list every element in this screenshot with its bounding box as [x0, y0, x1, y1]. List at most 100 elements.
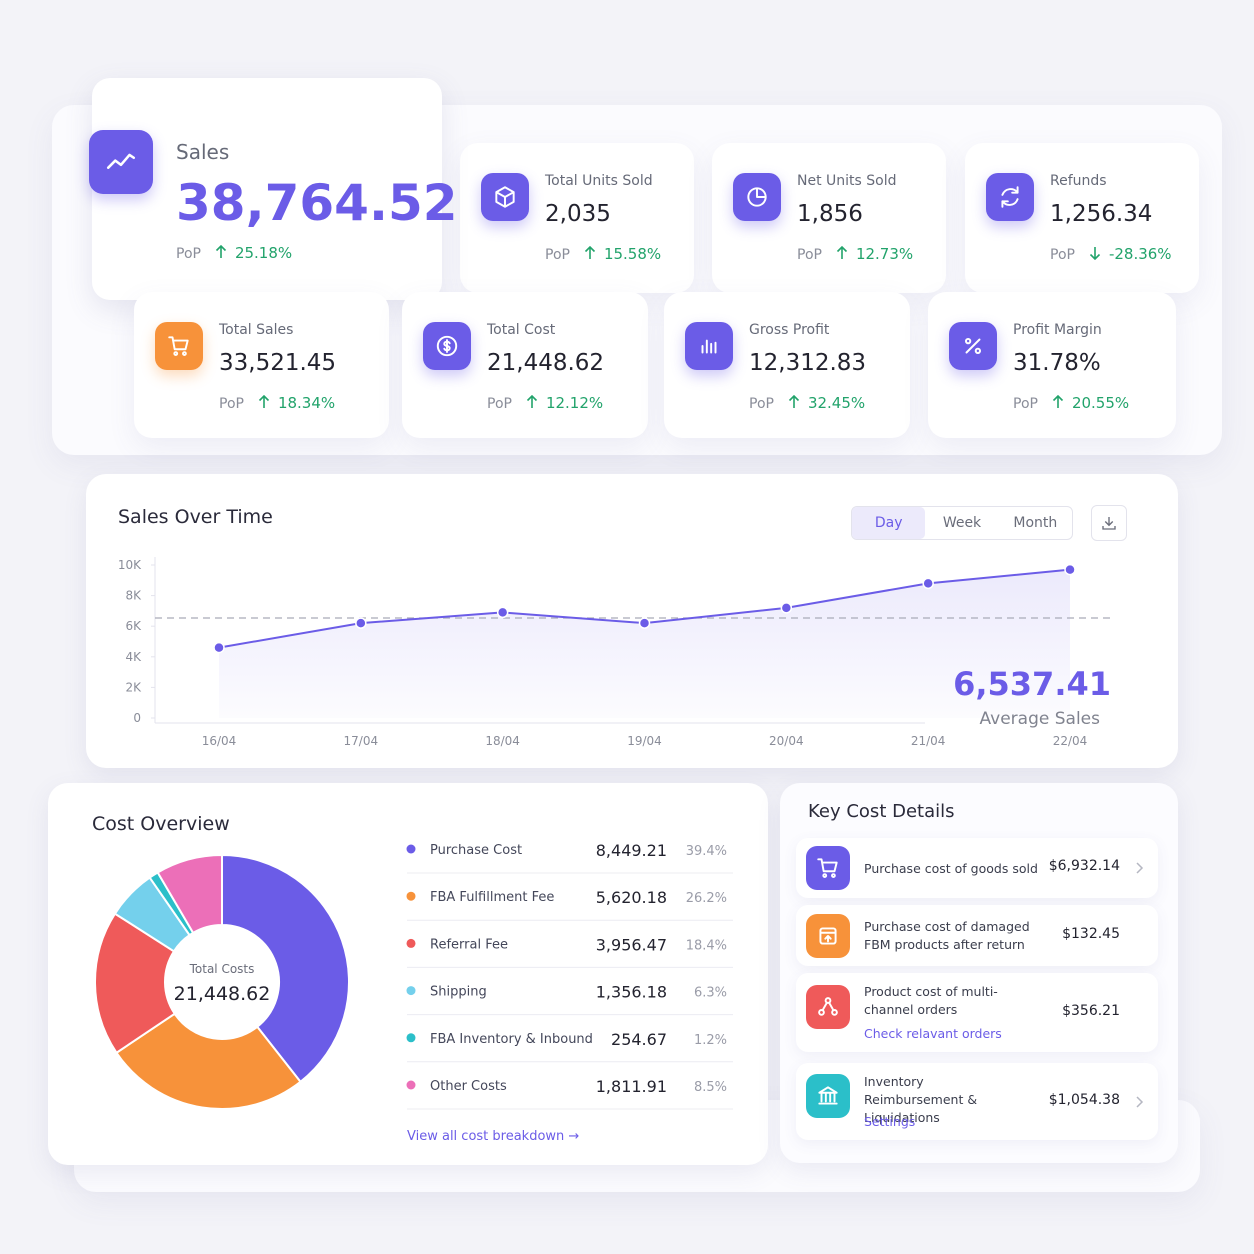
- cost-amount: $132.45: [1062, 925, 1120, 942]
- kpi-icon: [155, 322, 203, 370]
- pop-label: PoP: [176, 246, 201, 262]
- icon-glyph: [964, 337, 982, 355]
- kpi-label: Sales: [176, 140, 230, 164]
- pop-change: 12.12%: [545, 394, 604, 412]
- kpi-label: Gross Profit: [749, 322, 830, 338]
- kpi-card: Refunds 1,256.34 PoP -28.36%: [965, 143, 1199, 293]
- cost-row[interactable]: Purchase cost of damaged FBM products af…: [796, 905, 1158, 966]
- pop-label: PoP: [797, 247, 822, 263]
- kpi-pop-row: PoP 20.55%: [1013, 394, 1129, 412]
- download-glyph: [1102, 517, 1116, 530]
- kpi-card: Total Sales 33,521.45 PoP 18.34%: [134, 292, 389, 438]
- chart-title: Sales Over Time: [118, 506, 273, 528]
- pop-label: PoP: [219, 396, 244, 412]
- cost-label: Purchase cost of goods sold: [864, 861, 1038, 876]
- cost-icon: [806, 846, 850, 890]
- kpi-label: Total Units Sold: [545, 173, 653, 189]
- kpi-icon: [685, 322, 733, 370]
- pop-change: 12.73%: [855, 245, 914, 263]
- pop-change: 32.45%: [807, 394, 866, 412]
- icon-glyph: [495, 186, 515, 208]
- icon-glyph: [818, 996, 838, 1016]
- cost-row[interactable]: Product cost of multi-channel orders Chec…: [796, 973, 1158, 1052]
- trend-arrow: [788, 394, 800, 408]
- kpi-card: Total Units Sold 2,035 PoP 15.58%: [460, 143, 694, 293]
- cost-label: Inventory Reimbursement & Liquidations: [864, 1074, 978, 1125]
- trend-arrow: [258, 394, 270, 408]
- kpi-label: Refunds: [1050, 173, 1107, 189]
- trend-arrow: [836, 245, 848, 259]
- pop-label: PoP: [749, 396, 774, 412]
- kpi-pop-row: PoP 32.45%: [749, 394, 865, 412]
- kpi-value: 1,256.34: [1050, 201, 1153, 227]
- pop-label: PoP: [1013, 396, 1038, 412]
- kpi-icon: [733, 173, 781, 221]
- kpi-label: Total Sales: [219, 322, 294, 338]
- period-button[interactable]: Month: [1013, 515, 1058, 531]
- kpi-label: Profit Margin: [1013, 322, 1102, 338]
- cost-overview-card: Cost Overview: [48, 783, 768, 1165]
- kpi-pop-row: PoP 25.18%: [176, 244, 292, 262]
- period-toggle: Day Week Month: [851, 506, 1073, 540]
- kpi-value: 31.78%: [1013, 350, 1101, 376]
- link[interactable]: View all cost breakdown →: [407, 1129, 580, 1144]
- period-button[interactable]: Day: [852, 507, 926, 539]
- icon-glyph: [168, 336, 189, 356]
- chevron: [1134, 860, 1144, 876]
- cost-amount: $1,054.38: [1048, 1091, 1120, 1108]
- pop-change: 18.34%: [277, 394, 336, 412]
- period-button[interactable]: Week: [942, 515, 982, 531]
- trend-arrow: [215, 244, 227, 258]
- kpi-pop-row: PoP 15.58%: [545, 245, 661, 263]
- kpi-value: 33,521.45: [219, 350, 337, 376]
- pop-label: PoP: [545, 247, 570, 263]
- cost-icon: [806, 984, 850, 1029]
- trend-arrow: [584, 245, 596, 259]
- icon-glyph: [817, 858, 838, 878]
- kpi-pop-row: PoP 18.34%: [219, 394, 335, 412]
- kpi-pop-row: PoP 12.73%: [797, 245, 913, 263]
- cost-row[interactable]: Inventory Reimbursement & Liquidations Se…: [796, 1063, 1158, 1140]
- kpi-value: 2,035: [545, 201, 611, 227]
- kpi-value: 21,448.62: [487, 350, 605, 376]
- pop-change: 15.58%: [603, 245, 662, 263]
- cost-label: Purchase cost of damaged FBM products af…: [864, 919, 1030, 952]
- kpi-value: 38,764.52: [176, 174, 458, 232]
- cost-amount: $356.21: [1062, 1002, 1120, 1019]
- icon-glyph: [436, 335, 458, 357]
- chevron-glyph: [1136, 1095, 1144, 1108]
- pop-label: PoP: [1050, 247, 1075, 263]
- kpi-value: 12,312.83: [749, 350, 867, 376]
- kpi-label: Total Cost: [487, 322, 556, 338]
- kpi-pop-row: PoP -28.36%: [1050, 245, 1172, 263]
- icon-glyph: [106, 153, 136, 169]
- icon-glyph: [818, 1085, 838, 1105]
- cost-link[interactable]: Settings: [864, 1114, 916, 1129]
- pop-change: -28.36%: [1108, 245, 1172, 263]
- cost-link[interactable]: Check relavant orders: [864, 1026, 1002, 1041]
- pop-label: PoP: [487, 396, 512, 412]
- kpi-value: 1,856: [797, 201, 863, 227]
- cost-icon: [806, 1073, 850, 1118]
- kpi-icon: [89, 130, 153, 194]
- kpi-label: Net Units Sold: [797, 173, 897, 189]
- kpi-icon: [423, 322, 471, 370]
- trend-arrow: [526, 394, 538, 408]
- icon-glyph: [819, 926, 837, 945]
- pop-change: 25.18%: [234, 244, 293, 262]
- icon-glyph: [1001, 186, 1019, 208]
- chevron: [1134, 1094, 1144, 1110]
- trend-arrow: [1089, 247, 1101, 261]
- kpi-card: Sales 38,764.52 PoP 25.18%: [89, 78, 458, 300]
- section-title: Key Cost Details: [808, 801, 955, 822]
- cost-row[interactable]: Purchase cost of goods sold $6,932.14: [796, 838, 1158, 898]
- download-button[interactable]: [1091, 505, 1127, 541]
- cost-label: Product cost of multi-channel orders: [864, 984, 998, 1017]
- kpi-card: Profit Margin 31.78% PoP 20.55%: [928, 292, 1176, 438]
- chevron-glyph: [1136, 862, 1144, 874]
- pop-change: 20.55%: [1071, 394, 1130, 412]
- kpi-icon: [481, 173, 529, 221]
- icon-glyph: [701, 339, 717, 354]
- kpi-icon: [986, 173, 1034, 221]
